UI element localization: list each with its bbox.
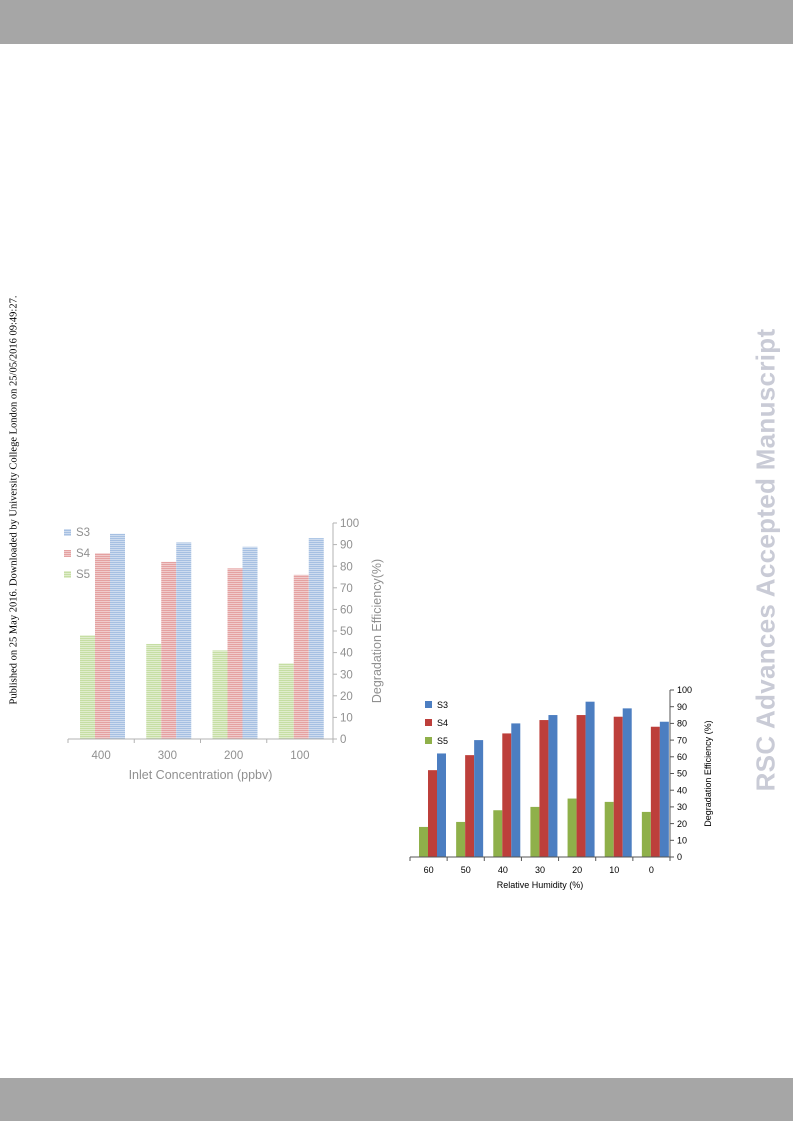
bar-s5-60 [419,826,428,857]
x-tick-label: 30 [535,865,545,875]
bar-s4-40 [502,733,512,857]
x-tick-label: 20 [572,865,582,875]
x-tick-label: 200 [224,750,243,762]
bar-s4-50 [465,755,475,857]
bar-s3-50 [474,740,484,857]
legend-label-s5: S5 [76,569,90,581]
y-tick-label: 80 [677,719,687,729]
y-tick-label: 0 [677,852,682,862]
y-tick-label: 100 [340,518,359,530]
y-tick-label: 20 [677,819,687,829]
bar-s3-20 [585,701,595,857]
legend-label-s4: S4 [437,718,448,728]
y-axis-title: Degradation Efficiency (%) [703,720,713,826]
bar-s3-300 [176,542,192,739]
bar-s5-0 [641,811,651,857]
x-tick-label: 400 [92,750,111,762]
bar-s4-100 [293,574,309,739]
inlet-concentration-chart: 400 300 200 100 0 10 20 30 40 50 60 70 80 90 100 Inlet … [64,518,384,782]
bar-s3-10 [622,708,632,857]
y-tick-label: 30 [677,802,687,812]
bar-s3-60 [437,753,446,857]
bar-s3-40 [511,723,521,857]
y-tick-label: 40 [340,648,353,660]
legend-swatch-s3 [64,529,71,536]
bar-s3-200 [242,546,258,739]
bar-s3-30 [548,715,558,857]
bar-s5-40 [493,810,503,857]
y-tick-label: 10 [340,713,353,725]
bar-s5-10 [604,801,614,857]
y-tick-label: 70 [677,735,687,745]
legend-swatch-s5 [64,571,71,578]
bar-s5-100 [278,663,294,739]
relative-humidity-chart: 60 50 40 30 20 10 00102030405060708090100Relat… [409,685,713,890]
y-tick-label: 50 [677,769,687,779]
legend-swatch-s5 [425,737,432,744]
y-tick-label: 10 [677,836,687,846]
x-tick-label: 0 [649,865,654,875]
bar-s5-200 [212,650,228,739]
legend-swatch-s4 [425,719,432,726]
y-axis-title: Degradation Efficiency(%) [370,559,384,703]
footer-band [0,1078,793,1121]
y-tick-label: 30 [340,669,353,681]
bar-s5-300 [146,643,162,739]
bar-s4-10 [613,716,623,857]
bar-s4-20 [576,715,586,857]
bar-s3-100 [308,538,324,739]
bar-s3-0 [659,721,669,857]
bar-s4-300 [161,561,177,739]
x-tick-label: 100 [290,750,309,762]
y-tick-label: 40 [677,785,687,795]
x-tick-label: 50 [461,865,471,875]
y-tick-label: 20 [340,691,353,703]
legend-label-s4: S4 [76,548,91,560]
y-tick-label: 0 [340,734,346,746]
bar-s4-30 [539,720,549,857]
y-tick-label: 90 [340,540,353,552]
bar-s5-20 [567,798,577,857]
legend-swatch-s3 [425,701,432,708]
legend-label-s3: S3 [76,527,90,539]
bar-s5-50 [456,821,466,857]
bar-s5-30 [530,806,540,857]
legend-label-s3: S3 [437,700,448,710]
bar-s4-400 [95,553,110,739]
y-tick-label: 70 [340,583,353,595]
y-tick-label: 50 [340,626,353,638]
bar-s4-60 [428,770,437,857]
y-tick-label: 90 [677,702,687,712]
publication-note: Published on 25 May 2016. Downloaded by … [8,295,20,705]
x-tick-label: 60 [424,865,434,875]
header-band [0,0,793,44]
y-tick-label: 100 [677,685,692,695]
manuscript-watermark: RSC Advances Accepted Manuscript [750,328,781,792]
y-tick-label: 60 [677,752,687,762]
legend-swatch-s4 [64,550,71,557]
x-axis-title: Relative Humidity (%) [497,880,584,890]
y-tick-label: 80 [340,561,353,573]
bar-s4-200 [227,568,243,739]
x-tick-label: 10 [609,865,619,875]
bar-s5-400 [80,635,95,739]
x-tick-label: 40 [498,865,508,875]
x-axis-title: Inlet Concentration (ppbv) [129,768,273,782]
legend-label-s5: S5 [437,736,448,746]
bar-s4-0 [650,726,660,857]
bar-s3-400 [110,533,125,739]
y-tick-label: 60 [340,605,353,617]
x-tick-label: 300 [158,750,177,762]
